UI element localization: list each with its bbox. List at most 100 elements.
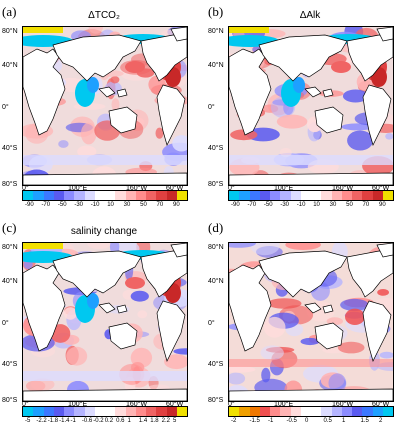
colorbar [22, 406, 188, 417]
colorbar-swatch [135, 407, 146, 416]
colorbar-swatch [372, 191, 383, 200]
panel-title: ΔAlk [299, 10, 321, 21]
latitude-label: 80°S [208, 181, 224, 188]
longitude-label: 100°E [274, 185, 294, 192]
longitude-label: 100°E [68, 185, 88, 192]
longitude-label: 0° [22, 401, 29, 408]
panel-label: (a) [2, 4, 17, 19]
colorbar-swatch [311, 407, 322, 416]
colorbar-swatch [33, 407, 44, 416]
latitude-label: 40°S [2, 361, 18, 368]
colorbar-tick-label: -70 [41, 202, 51, 208]
colorbar-swatch [331, 407, 342, 416]
colorbar-tick-label: 50 [140, 202, 147, 208]
map-plot [22, 242, 188, 402]
longitude-label: 60°W [166, 401, 184, 408]
colorbar-tick-label: -1 [70, 418, 76, 424]
land-mass [156, 84, 186, 146]
colorbar-swatch [341, 191, 352, 200]
colorbar-tick-label: -5 [25, 418, 31, 424]
latitude-label: 80°N [208, 244, 224, 251]
colorbar-tick-label: -50 [263, 202, 273, 208]
colorbar-swatch [53, 191, 64, 200]
longitude-label: 0° [22, 185, 29, 192]
colorbar-swatch [300, 407, 311, 416]
latitude-label: 80°N [208, 28, 224, 35]
latitude-label: 40°S [2, 145, 18, 152]
panel-c: (c) salinity change 80°N 40°N 0° 40°S 80°S 0° 10… [0, 216, 206, 432]
colorbar-swatch [321, 407, 332, 416]
colorbar-tick-label: 90 [173, 202, 180, 208]
land-mass [304, 302, 334, 314]
land-mass [170, 27, 187, 42]
land-mass [229, 388, 393, 401]
colorbar-swatch [94, 407, 105, 416]
longitude-label: 0° [228, 401, 235, 408]
latitude-label: 0° [2, 104, 9, 111]
land-mass [52, 34, 142, 82]
map-field [229, 243, 393, 401]
land-mass [23, 172, 187, 185]
colorbar-swatch [146, 191, 157, 200]
colorbar-swatch [84, 407, 95, 416]
colorbar-tick-label: 1.5 [360, 418, 369, 424]
land-mass [229, 172, 393, 185]
map-field [229, 27, 393, 185]
colorbar [228, 406, 394, 417]
colorbar-swatch [135, 191, 146, 200]
latitude-label: 0° [2, 320, 9, 327]
land-mass [23, 264, 66, 352]
panel-b: (b) ΔAlk 80°N 40°N 0° 40°S 80°S 0° 100°E 160°W 60°… [206, 0, 412, 216]
colorbar-swatch [125, 407, 136, 416]
colorbar-tick-label: -0.5 [286, 418, 297, 424]
colorbar-swatch [105, 407, 116, 416]
land-mass [108, 106, 138, 134]
colorbar-swatch [23, 407, 34, 416]
land-mass [314, 106, 344, 134]
colorbar-swatch [176, 191, 187, 200]
latitude-label: 80°N [2, 244, 18, 251]
colorbar-swatch [259, 191, 270, 200]
colorbar-swatch [239, 191, 250, 200]
colorbar-tick-label: -90 [25, 202, 34, 208]
colorbar-swatch [115, 407, 126, 416]
colorbar-swatch [53, 407, 64, 416]
longitude-label: 100°E [274, 401, 294, 408]
latitude-label: 0° [208, 320, 215, 327]
colorbar-tick-label: -50 [57, 202, 67, 208]
colorbar-swatch [300, 191, 311, 200]
colorbar-tick-label: 1.8 [150, 418, 159, 424]
colorbar-swatch [176, 407, 187, 416]
latitude-label: 80°S [2, 397, 18, 404]
colorbar-swatch [290, 407, 301, 416]
colorbar-swatch [311, 191, 322, 200]
colorbar-tick-label: -30 [74, 202, 83, 208]
colorbar-tick-label: -10 [296, 202, 306, 208]
colorbar-tick-label: 0.5 [323, 418, 332, 424]
colorbar-tick-label: 0.2 [104, 418, 114, 424]
land-mass [98, 302, 128, 314]
latitude-label: 80°S [2, 181, 18, 188]
land-mass [314, 322, 344, 350]
map-field [23, 243, 187, 401]
colorbar-tick-label: -1 [268, 418, 274, 424]
colorbar-tick-label: 1 [127, 418, 131, 424]
latitude-label: 80°N [2, 28, 18, 35]
panel-title: ΔTCO₂ [88, 10, 120, 21]
colorbar-tick-label: 70 [156, 202, 164, 208]
land-mass [258, 250, 348, 298]
colorbar-swatch [74, 191, 85, 200]
land-mass [376, 27, 393, 42]
colorbar-swatch [270, 407, 281, 416]
longitude-label: 0° [228, 185, 235, 192]
panel-title: salinity change [70, 226, 138, 237]
colorbar-swatch [229, 191, 240, 200]
colorbar-swatch [270, 191, 281, 200]
latitude-label: 80°S [208, 397, 224, 404]
land-mass [376, 243, 393, 258]
colorbar-tick-label: 2 [379, 418, 383, 424]
colorbar-swatch [352, 407, 363, 416]
colorbar-tick-label: -0.2 [93, 418, 104, 424]
colorbar-swatch [64, 407, 75, 416]
colorbar-tick-label: 1.4 [138, 418, 148, 424]
